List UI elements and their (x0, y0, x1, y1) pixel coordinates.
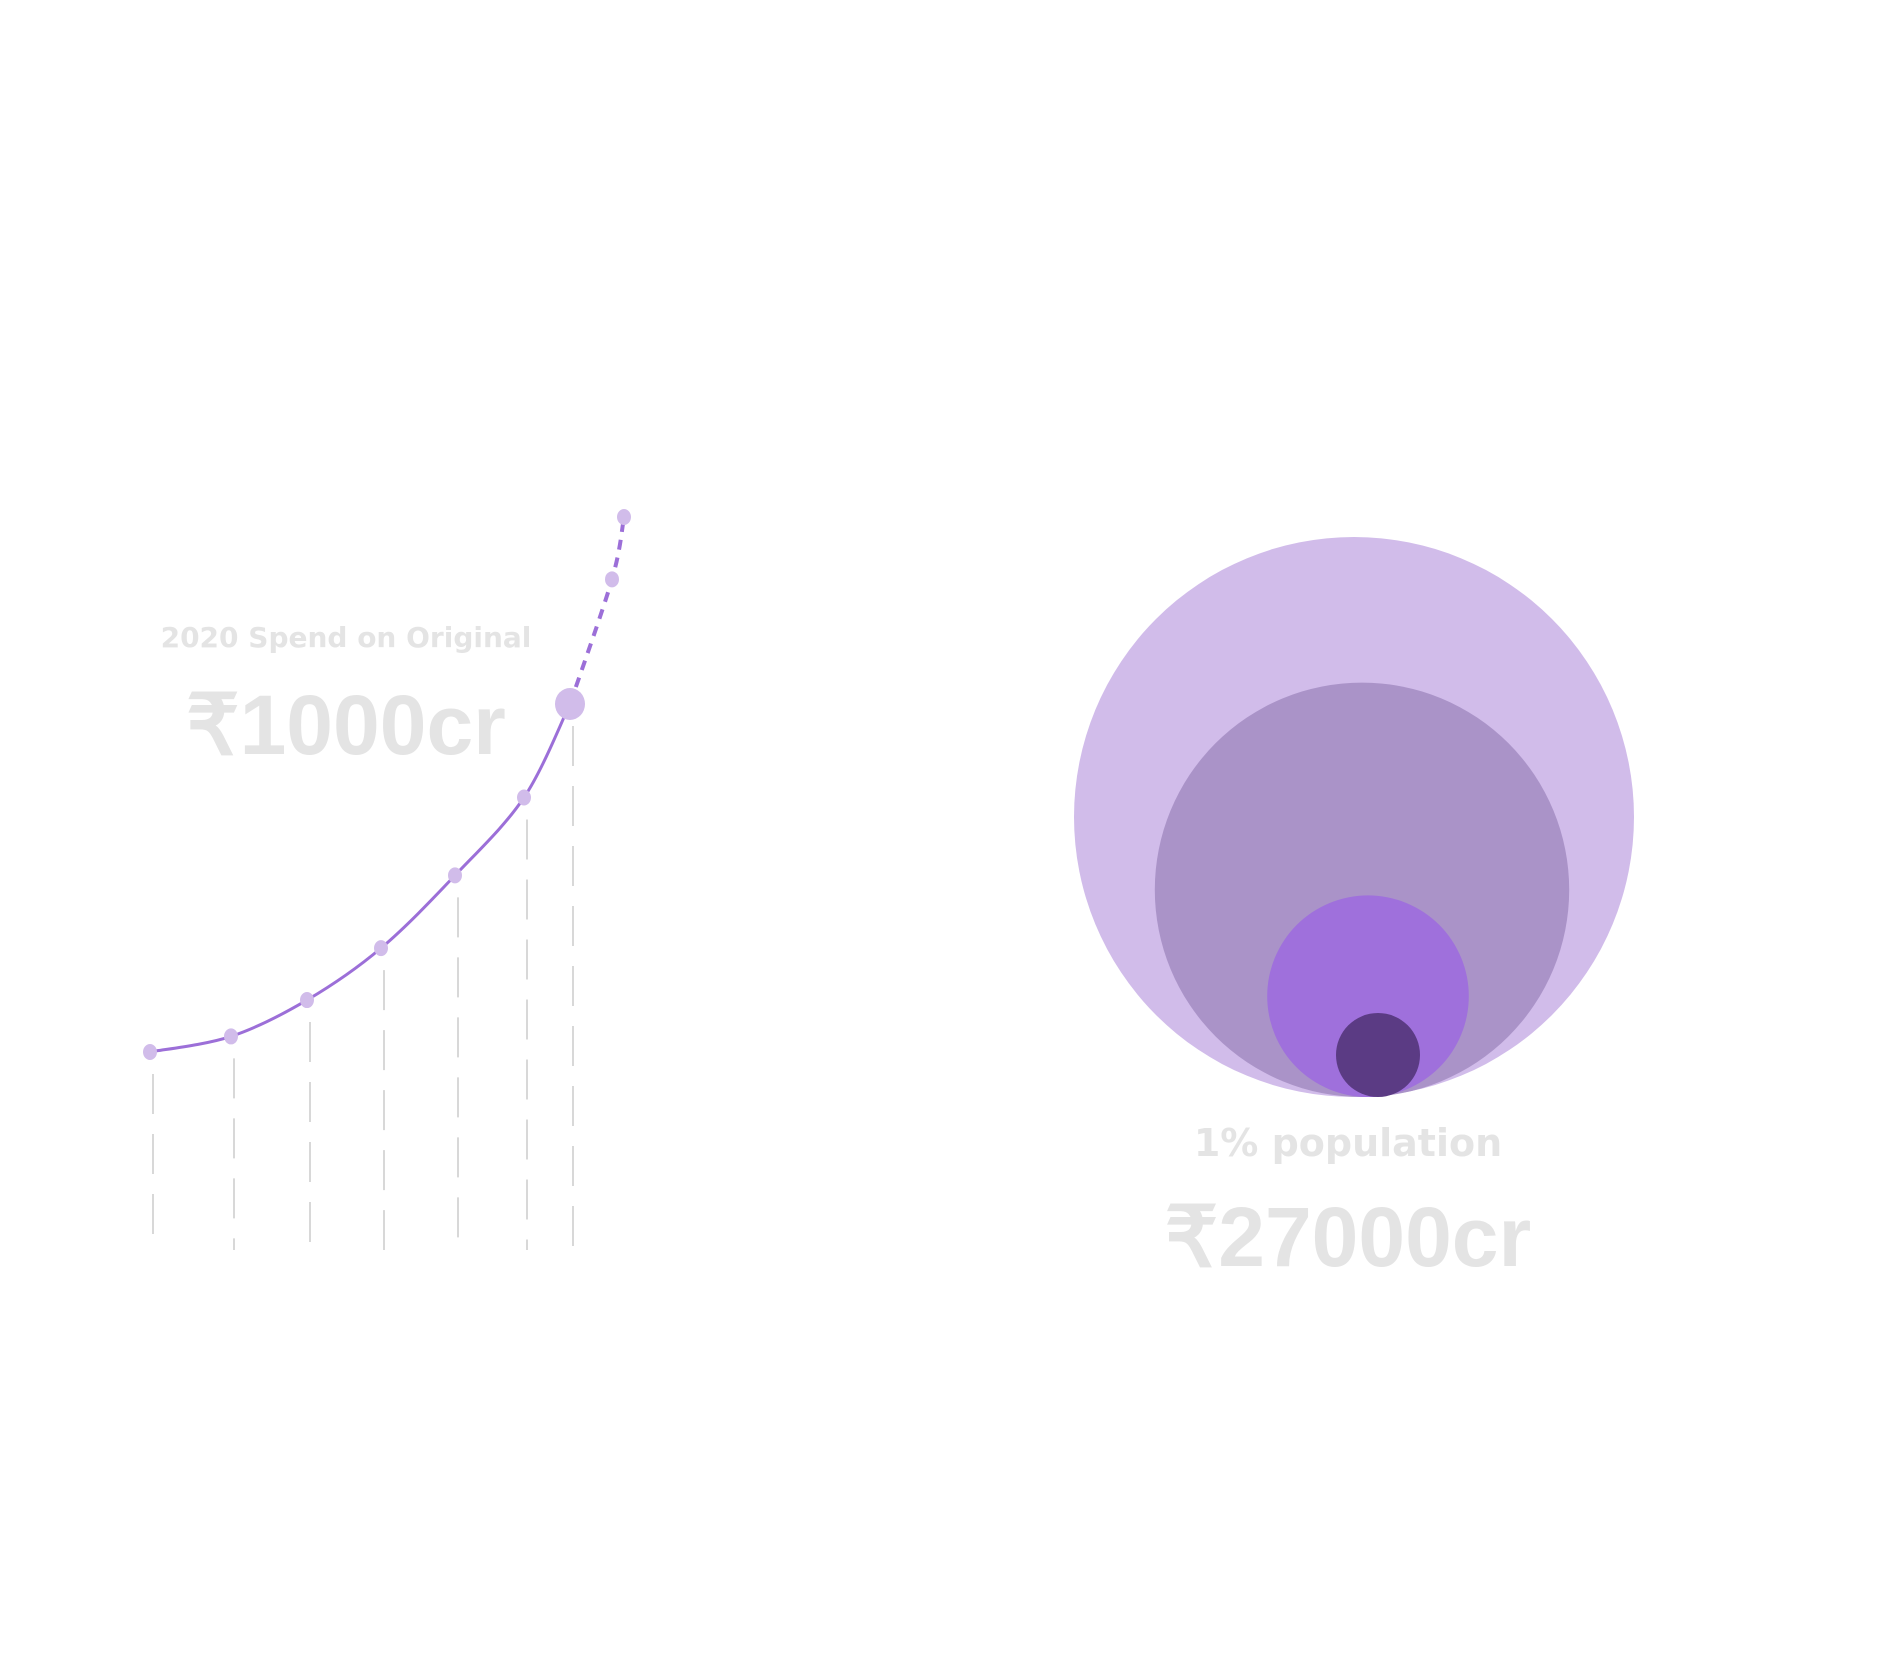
curve-point (517, 789, 531, 806)
nested-circles (1074, 537, 1634, 1097)
spend-label: 2020 Spend on Original (161, 621, 532, 654)
curve-point (300, 992, 314, 1009)
population-value: ₹27000cr (1165, 1190, 1531, 1284)
curve-point (617, 509, 631, 525)
curve-point (224, 1028, 238, 1045)
curve-point (448, 867, 462, 884)
drop-lines (152, 725, 574, 1250)
spend-value: ₹1000cr (186, 678, 506, 772)
curve-point (605, 571, 619, 588)
population-circle (1336, 1013, 1420, 1097)
projected-curve (568, 516, 626, 705)
curve-points (143, 509, 631, 1060)
population-label: 1% population (1194, 1121, 1502, 1165)
curve-point (143, 1044, 157, 1060)
curve-point (374, 940, 388, 957)
highlight-point (555, 687, 585, 720)
